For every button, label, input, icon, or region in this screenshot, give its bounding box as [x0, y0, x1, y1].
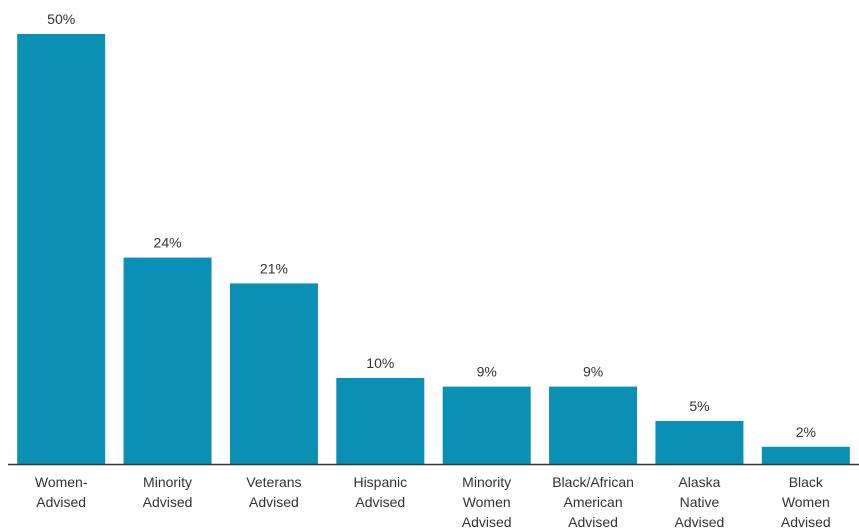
category-label-2: Veterans Advised: [246, 474, 301, 510]
value-label-3: 10%: [366, 355, 394, 371]
value-label-5: 9%: [583, 364, 603, 380]
category-label-1: Minority Advised: [143, 474, 193, 510]
bar-4: [442, 386, 531, 464]
category-label-7: Black Women Advised: [781, 474, 831, 529]
value-label-6: 5%: [689, 398, 709, 414]
category-label-4: Minority Women Advised: [462, 474, 512, 529]
bar-1: [123, 257, 212, 464]
category-labels-group: Women-Advised Minority Advised Veterans Advi…: [35, 474, 831, 529]
value-label-4: 9%: [477, 364, 497, 380]
bars-group: [17, 34, 850, 464]
category-label-0: Women-Advised: [35, 474, 88, 510]
bar-7: [761, 446, 850, 464]
bar-2: [229, 283, 318, 464]
bar-5: [549, 386, 638, 464]
value-label-0: 50%: [47, 11, 75, 27]
category-label-6: Alaska Native Advised: [675, 474, 725, 529]
bar-6: [655, 421, 744, 464]
category-label-3: Hispanic Advised: [353, 474, 407, 510]
bar-0: [17, 34, 106, 464]
category-label-5: Black/African American Advised: [552, 474, 634, 529]
bar-3: [336, 378, 425, 464]
value-labels-group: 50% 24% 21% 10% 9% 9% 5% 2%: [47, 11, 816, 440]
value-label-1: 24%: [154, 235, 182, 251]
value-label-2: 21%: [260, 260, 288, 276]
value-label-7: 2%: [796, 424, 816, 440]
